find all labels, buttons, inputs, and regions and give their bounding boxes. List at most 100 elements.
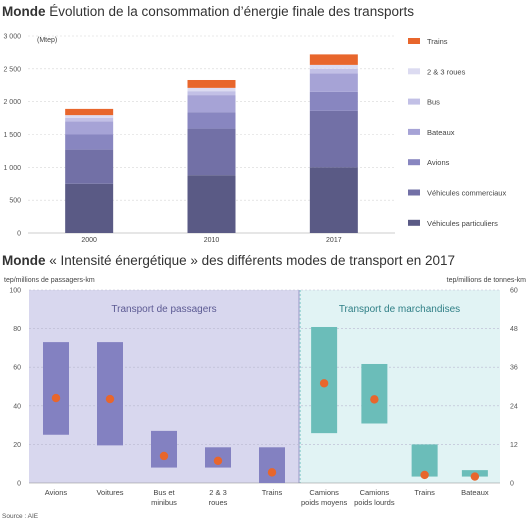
chart2-average-point bbox=[267, 468, 277, 477]
chart1-bar-segment bbox=[187, 175, 236, 233]
chart2-ylabel-right: tep/millions de tonnes-km bbox=[447, 277, 527, 284]
chart2-range-bar bbox=[361, 363, 388, 424]
chart1-bar-segment bbox=[309, 110, 358, 168]
chart2-average-point bbox=[213, 456, 223, 466]
chart2-average-point bbox=[420, 470, 429, 480]
chart2-x-axis: Avions Voitures Bus et minibus 2 & 3 roues Tra… bbox=[45, 488, 489, 507]
chart1-y-tick-label: 3 000 bbox=[3, 34, 21, 41]
chart1-legend-label: Trains bbox=[427, 37, 448, 46]
chart1-bar-segment bbox=[187, 112, 236, 129]
chart2-title-rest: « Intensité énergétique » des différents… bbox=[46, 253, 456, 268]
chart1-title-bold: Monde bbox=[2, 4, 46, 19]
chart2-ylabel-left: tep/millions de passagers-km bbox=[4, 277, 95, 284]
chart1-legend: Trains 2 & 3 roues Bus Bateaux Avions Véhicul… bbox=[408, 37, 506, 228]
chart2-x-tick-label: Trains bbox=[414, 488, 435, 497]
chart2-y-tick-label-left: 20 bbox=[13, 442, 21, 449]
chart2-x-tick-label: Bateaux bbox=[461, 488, 489, 497]
chart2-average-point bbox=[370, 395, 379, 404]
chart2-range-bar bbox=[151, 430, 177, 468]
chart1-bar-segment bbox=[309, 54, 358, 65]
chart1-legend-swatch bbox=[408, 38, 420, 44]
chart2-x-tick-label: Voitures bbox=[96, 488, 123, 497]
chart1-bar-segment bbox=[309, 91, 358, 111]
chart2-y-tick-label-right: 48 bbox=[510, 326, 518, 333]
chart2-y-tick-label-left: 100 bbox=[9, 288, 21, 295]
chart1-title: Monde Évolution de la consommation d’éne… bbox=[2, 4, 414, 19]
chart1-legend-label: 2 & 3 roues bbox=[427, 67, 466, 76]
chart1-bar-segment bbox=[65, 183, 114, 233]
chart1-bar-segment bbox=[187, 95, 236, 113]
chart2-y-tick-label-left: 60 bbox=[13, 365, 21, 372]
chart1-bar-segment bbox=[309, 167, 358, 233]
chart1-x-tick-label: 2017 bbox=[326, 237, 342, 244]
chart1-bar-segment bbox=[187, 91, 236, 96]
chart1-bars bbox=[65, 54, 358, 233]
chart2-title: Monde « Intensité énergétique » des diff… bbox=[2, 253, 455, 268]
chart1-bar-segment bbox=[187, 79, 236, 88]
chart1-bar-segment bbox=[65, 134, 114, 150]
chart2-average-point bbox=[51, 393, 61, 403]
chart1-bar-segment bbox=[309, 68, 358, 74]
chart2-x-tick-label: Bus et minibus bbox=[151, 488, 177, 507]
chart2-panel-label: Transport de passagers bbox=[111, 304, 216, 315]
chart2-range-bar bbox=[97, 342, 123, 446]
chart2-average-point bbox=[105, 394, 115, 404]
chart2-title-bold: Monde bbox=[2, 253, 46, 268]
chart1-bar-segment bbox=[65, 121, 114, 135]
chart1-bar-segment bbox=[65, 115, 114, 118]
chart2-y-tick-label-left: 40 bbox=[13, 403, 21, 410]
chart2-y-tick-label-right: 36 bbox=[510, 365, 518, 372]
chart1-y-tick-label: 0 bbox=[17, 231, 21, 238]
chart2-y-tick-label-left: 80 bbox=[13, 326, 21, 333]
chart1-x-tick-label: 2000 bbox=[81, 237, 97, 244]
chart1-legend-label: Bateaux bbox=[427, 128, 455, 137]
chart1-legend-swatch bbox=[408, 189, 420, 196]
chart2-x-tick-label: 2 & 3 roues bbox=[209, 488, 228, 507]
chart1-legend-swatch bbox=[408, 128, 420, 135]
chart1-y-axis: 0 500 1 000 1 500 2 000 2 500 3 000 bbox=[3, 34, 21, 238]
chart1-legend-swatch bbox=[408, 68, 420, 75]
chart1-legend-label: Véhicules particuliers bbox=[427, 219, 498, 228]
chart1-bar-segment bbox=[309, 64, 358, 69]
chart1-y-tick-label: 2 000 bbox=[3, 99, 21, 106]
chart2-ranges: Transport de passagers Transport de march… bbox=[43, 304, 488, 483]
chart2-y-tick-label-left: 0 bbox=[17, 481, 21, 488]
chart1-y-tick-label: 2 500 bbox=[3, 66, 21, 73]
chart1-y-tick-label: 1 500 bbox=[3, 132, 21, 139]
chart1-legend-label: Véhicules commerciaux bbox=[427, 189, 506, 198]
chart2-y-axes: 0 20 40 60 80 100 0 12 24 36 48 60 bbox=[9, 288, 518, 488]
chart1-unit: (Mtep) bbox=[37, 37, 57, 44]
chart1-bar-segment bbox=[187, 128, 236, 176]
chart2-x-tick-label: Camions poids lourds bbox=[354, 488, 395, 507]
chart1-legend-swatch bbox=[408, 159, 420, 166]
chart1-legend-label: Bus bbox=[427, 98, 440, 107]
chart2-x-tick-label: Camions poids moyens bbox=[301, 488, 348, 507]
chart1-legend-swatch bbox=[408, 219, 420, 226]
chart1-title-rest: Évolution de la consommation d’énergie f… bbox=[46, 4, 415, 19]
chart2-y-tick-label-right: 24 bbox=[510, 403, 518, 410]
chart1-x-tick-label: 2010 bbox=[204, 237, 220, 244]
chart1-bar-segment bbox=[65, 108, 114, 116]
chart1-legend-label: Avions bbox=[427, 158, 450, 167]
chart2-y-tick-label-right: 12 bbox=[510, 442, 518, 449]
chart2-range-bar bbox=[43, 342, 69, 435]
chart2-x-tick-label: Avions bbox=[45, 488, 68, 497]
source-note: Source : AIE bbox=[2, 513, 39, 520]
chart2-range-bar bbox=[259, 447, 285, 483]
chart2-average-point bbox=[470, 472, 480, 481]
chart1-bar-segment bbox=[309, 73, 358, 92]
chart2-x-tick-label: Trains bbox=[262, 488, 283, 497]
chart1-y-tick-label: 500 bbox=[9, 198, 21, 205]
chart1-bar-segment bbox=[187, 87, 236, 92]
chart2-y-tick-label-right: 60 bbox=[510, 288, 518, 295]
chart1-x-axis: 2000 2010 2017 bbox=[81, 237, 341, 244]
chart1-legend-swatch bbox=[408, 98, 420, 105]
chart2-y-tick-label-right: 0 bbox=[510, 481, 514, 488]
chart1-bar-segment bbox=[65, 117, 114, 122]
chart2-panel-label: Transport de marchandises bbox=[339, 304, 460, 315]
chart2-average-point bbox=[319, 379, 329, 388]
chart1-y-tick-label: 1 000 bbox=[3, 165, 21, 172]
chart1-bar-segment bbox=[65, 149, 114, 184]
chart2-average-point bbox=[159, 451, 169, 461]
